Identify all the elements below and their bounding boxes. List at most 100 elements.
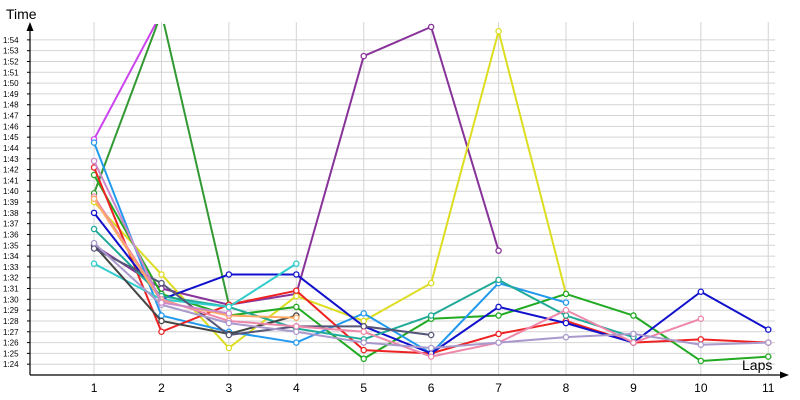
data-point [697,341,705,348]
data-point [495,330,502,338]
data-point [562,306,570,314]
data-point [90,157,98,165]
grid-layer [30,22,775,375]
data-point [293,292,300,300]
y-tick-label: 1:48 [3,101,19,110]
y-tick-label: 1:49 [3,90,19,99]
y-tick-label: 1:42 [3,166,19,175]
data-point [495,276,502,284]
x-tick-label: 8 [563,381,570,395]
series-1 [90,10,164,143]
tick-layer: 1 2 3 4 5 6 7 8 9 10 11 1:24 1:251:26 1:27 1:28 1:29 1:3… [3,36,775,395]
series-14 [90,239,772,352]
x-tick-label: 7 [495,381,502,395]
data-point [293,271,300,278]
series-10 [90,260,300,311]
data-point [495,303,502,311]
data-point [630,312,637,319]
data-point [562,299,570,306]
data-point [495,247,502,254]
y-tick-label: 1:29 [3,306,19,315]
axis-layer: Time Laps [6,6,789,379]
data-point [225,331,233,339]
data-point [360,355,367,363]
y-axis-arrow [26,22,34,31]
data-point [360,52,367,60]
y-tick-label: 1:46 [3,122,19,131]
data-point [90,209,98,217]
data-point [630,339,637,346]
data-point [225,271,233,278]
data-point [360,328,367,336]
data-point [765,339,772,346]
data-point [360,317,367,325]
data-point [562,333,570,341]
data-point [495,312,502,319]
y-tick-label: 1:44 [3,144,19,153]
data-point [765,326,772,333]
data-point [697,288,705,296]
data-point [427,312,435,319]
x-tick-label: 6 [428,381,435,395]
data-point [562,312,570,319]
data-point [293,303,300,311]
data-point [225,310,233,317]
x-tick-label: 4 [293,381,300,395]
data-point [427,279,435,287]
data-point [697,315,705,323]
data-point [158,312,165,319]
y-tick-label: 1:47 [3,112,19,121]
data-point [90,195,98,203]
data-point [159,10,164,15]
y-tick-label: 1:39 [3,198,19,207]
data-point [90,225,98,233]
y-tick-label: 1:33 [3,263,19,272]
data-point [225,303,233,311]
y-tick-label: 1:30 [3,295,19,304]
data-point [90,139,98,146]
y-axis-title: Time [6,6,37,22]
y-tick-label: 1:27 [3,328,19,337]
data-point [562,319,570,327]
data-point [293,260,300,267]
y-tick-label: 1:54 [3,36,19,45]
x-tick-label: 11 [762,381,775,395]
y-tick-label: 1:43 [3,155,19,164]
data-point [495,27,502,35]
x-axis-title: Laps [742,357,772,373]
y-tick-label: 1:26 [3,339,19,348]
y-tick-label: 1:52 [3,57,19,66]
data-point [90,260,98,267]
data-point [225,344,233,352]
series-line [93,24,157,140]
data-point [427,24,435,31]
y-tick-label: 1:28 [3,317,19,326]
data-point [427,331,435,339]
x-axis-arrow [780,371,789,379]
x-tick-label: 5 [360,381,367,395]
series-16 [90,157,233,317]
series-line [93,244,297,335]
data-point [158,317,165,325]
series-line [93,142,567,355]
data-point [360,339,367,346]
y-tick-label: 1:37 [3,220,19,229]
data-point [90,245,98,252]
y-tick-label: 1:35 [3,241,19,250]
data-point [427,353,435,360]
data-point [90,239,98,247]
x-tick-label: 3 [226,381,233,395]
data-point [697,357,705,365]
series-13 [90,193,705,360]
data-point [360,323,367,330]
y-tick-label: 1:51 [3,68,19,77]
y-tick-label: 1:53 [3,47,19,56]
x-tick-label: 2 [158,381,165,395]
data-point [360,346,367,354]
data-point [765,353,772,360]
x-tick-label: 10 [694,381,708,395]
series-line [93,196,702,358]
y-tick-label: 1:41 [3,176,19,185]
series-line [93,24,230,305]
series-line [93,262,297,308]
